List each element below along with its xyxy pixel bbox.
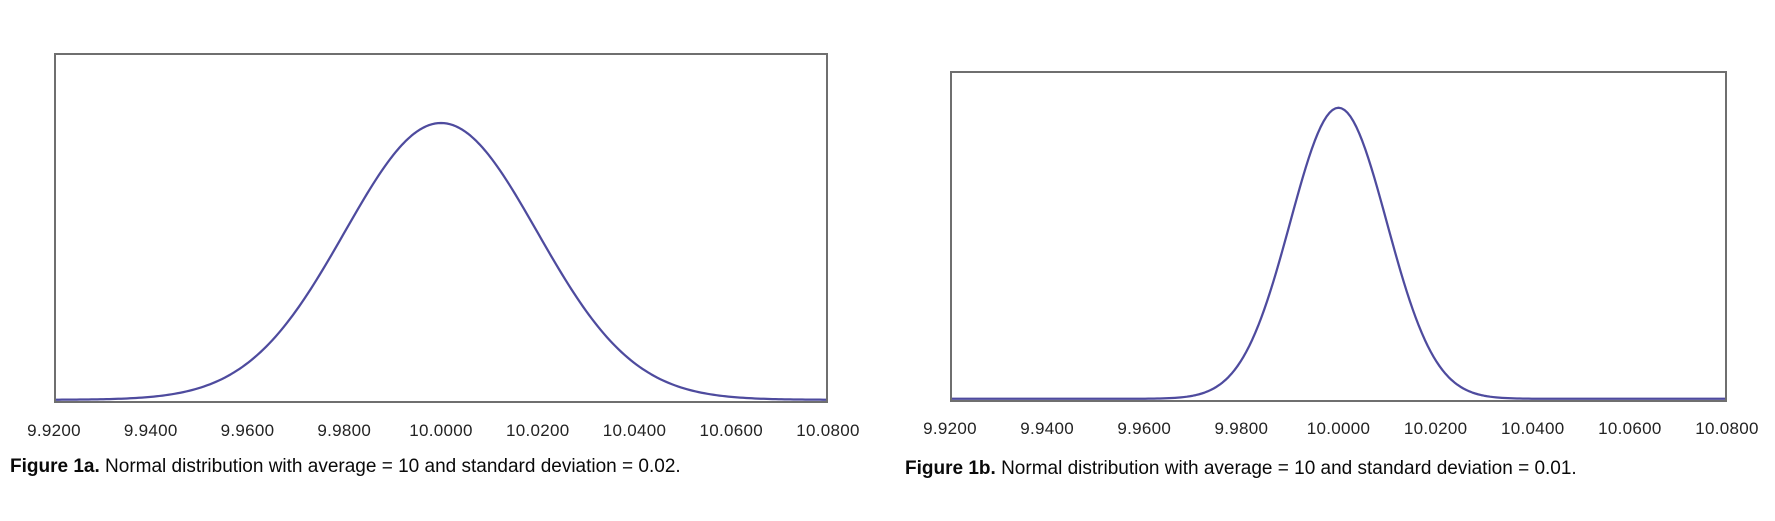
x-axis-tick-row-1b: 9.9200 9.9400 9.9600 9.9800 10.0000 10.0200 10… <box>923 419 1758 441</box>
caption-body-1a: Normal distribution with average = 10 an… <box>105 456 681 477</box>
x-tick-label: 9.9800 <box>1214 419 1269 438</box>
x-tick-label: 9.9800 <box>317 421 372 440</box>
x-tick-label: 10.0600 <box>1598 419 1662 438</box>
caption-label-1a: Figure 1a. <box>10 456 100 477</box>
caption-body-1b: Normal distribution with average = 10 an… <box>1001 458 1577 479</box>
x-tick-label: 9.9200 <box>923 419 977 438</box>
x-tick-label: 9.9600 <box>1117 419 1172 438</box>
normal-curve-1b <box>952 106 1725 400</box>
x-tick-label: 10.0400 <box>602 421 667 440</box>
x-tick-label: 10.0200 <box>505 421 570 440</box>
x-axis-tick-row-1a: 9.9200 9.9400 9.9600 9.9800 10.0000 10.0200 10… <box>27 421 859 443</box>
x-tick-label: 10.0800 <box>796 421 860 440</box>
chart-frame-1b <box>950 71 1727 402</box>
x-tick-label: 10.0000 <box>409 421 473 440</box>
x-tick-label: 9.9400 <box>1020 419 1075 438</box>
caption-label-1b: Figure 1b. <box>905 458 996 479</box>
x-tick-label: 10.0800 <box>1695 419 1759 438</box>
x-tick-label: 10.0600 <box>699 421 764 440</box>
x-tick-label: 9.9200 <box>27 421 81 440</box>
normal-curve-1a <box>56 121 826 401</box>
x-tick-label: 10.0400 <box>1500 419 1565 438</box>
x-tick-label: 10.0000 <box>1306 419 1371 438</box>
x-tick-label: 9.9400 <box>123 421 178 440</box>
figure-caption-1b: Figure 1b. Normal distribution with aver… <box>905 458 1577 480</box>
x-tick-label: 9.9600 <box>220 421 275 440</box>
chart-frame-1a <box>54 53 828 403</box>
x-tick-label: 10.0200 <box>1403 419 1468 438</box>
figure-caption-1a: Figure 1a. Normal distribution with aver… <box>10 456 681 478</box>
